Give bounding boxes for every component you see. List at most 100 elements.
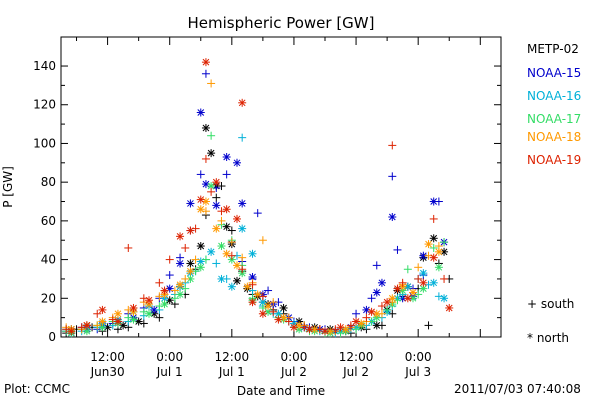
point-noaa-19-north [82, 321, 91, 330]
legend-noaa-16: NOAA-16 [527, 89, 582, 103]
y-tick-label: 80 [41, 175, 56, 189]
point-noaa-19-north [383, 298, 392, 307]
legend-noaa-17: NOAA-17 [527, 112, 582, 126]
legend-noaa-19: NOAA-19 [527, 153, 582, 167]
point-noaa-19-north [238, 98, 247, 107]
point-metp-02-north [201, 123, 210, 132]
point-noaa-19-south [429, 214, 438, 223]
point-noaa-19-south [238, 265, 247, 274]
marker-legend-south: + south [527, 297, 574, 311]
point-metp-02-south [227, 226, 236, 235]
point-noaa-18-north [243, 282, 252, 291]
legend-noaa-18: NOAA-18 [527, 130, 582, 144]
point-noaa-19-north [186, 226, 195, 235]
point-noaa-18-north [388, 294, 397, 303]
point-noaa-15-south [388, 172, 397, 181]
point-noaa-15-north [429, 197, 438, 206]
point-metp-02-north [186, 259, 195, 268]
plot-frame [60, 36, 502, 338]
point-noaa-19-north [176, 232, 185, 241]
point-noaa-19-south [124, 243, 133, 252]
point-noaa-19-south [269, 307, 278, 316]
chart-title: Hemispheric Power [GW] [188, 14, 375, 32]
point-noaa-17-south [207, 131, 216, 140]
y-tick-label: 120 [33, 98, 56, 112]
point-noaa-19-north [305, 325, 314, 334]
plus-marker-icon: + [527, 297, 538, 311]
point-metp-02-north [279, 303, 288, 312]
point-noaa-19-south [181, 243, 190, 252]
point-noaa-18-north [233, 261, 241, 270]
point-noaa-19-north [67, 327, 76, 336]
point-metp-02-south [424, 321, 433, 330]
point-noaa-16-north [429, 278, 438, 287]
point-noaa-19-south [227, 251, 236, 260]
y-tick-label: 20 [41, 291, 56, 305]
point-noaa-19-north [321, 327, 329, 336]
point-noaa-19-south [93, 309, 102, 318]
point-noaa-18-south [191, 255, 200, 264]
y-tick-label: 0 [48, 330, 56, 344]
point-noaa-15-south [201, 69, 210, 78]
point-noaa-18-south [170, 286, 179, 295]
x-tick-label-date: Jul 2 [342, 365, 369, 379]
point-noaa-17-south [352, 325, 361, 334]
x-tick-label-date: Jul 1 [156, 365, 183, 379]
point-noaa-19-south [440, 274, 449, 283]
point-noaa-16-south [212, 259, 221, 268]
point-metp-02-north [196, 242, 205, 251]
x-tick-label-time: 12:00 [339, 350, 374, 364]
point-noaa-17-south [170, 294, 179, 303]
point-noaa-16-north [227, 282, 236, 291]
marker-legend-north-label: north [536, 331, 570, 345]
point-noaa-16-north [419, 269, 428, 278]
point-noaa-18-north [176, 280, 185, 289]
point-noaa-19-north [160, 286, 169, 295]
point-metp-02-north [440, 247, 449, 256]
point-noaa-17-north [176, 290, 185, 299]
point-noaa-18-south [227, 238, 236, 247]
legend-metp-02: METP-02 [527, 42, 579, 56]
point-noaa-19-south [155, 278, 164, 287]
point-metp-02-north [207, 149, 216, 158]
point-noaa-18-north [424, 240, 433, 249]
plot-timestamp: 2011/07/03 07:40:08 [454, 382, 581, 396]
point-noaa-18-north [186, 267, 195, 276]
point-noaa-19-north [274, 315, 283, 324]
point-noaa-19-north [196, 195, 205, 204]
point-metp-02-south [212, 193, 221, 202]
point-noaa-18-south [269, 298, 278, 307]
point-noaa-19-north [403, 294, 412, 303]
point-noaa-15-north [176, 259, 185, 268]
point-noaa-15-north [372, 288, 381, 297]
y-axis: 0 20 40 60 80 100 120 140 [33, 59, 501, 344]
x-tick-label-time: 12:00 [90, 350, 125, 364]
point-noaa-19-north [233, 214, 241, 223]
point-metp-02-north [233, 276, 241, 285]
y-tick-label: 60 [41, 214, 56, 228]
point-noaa-18-north [212, 224, 221, 233]
point-metp-02-north [222, 222, 231, 231]
point-noaa-17-south [201, 255, 210, 264]
point-noaa-19-north [222, 205, 231, 214]
point-noaa-17-south [383, 305, 392, 314]
point-noaa-17-south [181, 284, 190, 293]
point-noaa-19-south [258, 292, 267, 301]
point-noaa-15-north [388, 213, 397, 221]
point-noaa-15-north [196, 108, 205, 117]
point-noaa-15-south [372, 261, 381, 270]
y-tick-label: 100 [33, 136, 56, 150]
point-noaa-18-south [181, 274, 190, 283]
point-noaa-17-north [129, 315, 138, 324]
point-noaa-15-north [212, 201, 221, 210]
point-noaa-15-north [233, 158, 241, 167]
point-noaa-18-north [98, 317, 107, 326]
point-noaa-19-north [336, 323, 345, 332]
point-noaa-15-south [196, 170, 205, 179]
plot-credit: Plot: CCMC [4, 382, 70, 396]
data-points [62, 58, 454, 338]
asterisk-marker-icon: * [527, 331, 533, 345]
point-noaa-17-south [403, 265, 412, 274]
marker-legend-north: * north [527, 331, 569, 345]
